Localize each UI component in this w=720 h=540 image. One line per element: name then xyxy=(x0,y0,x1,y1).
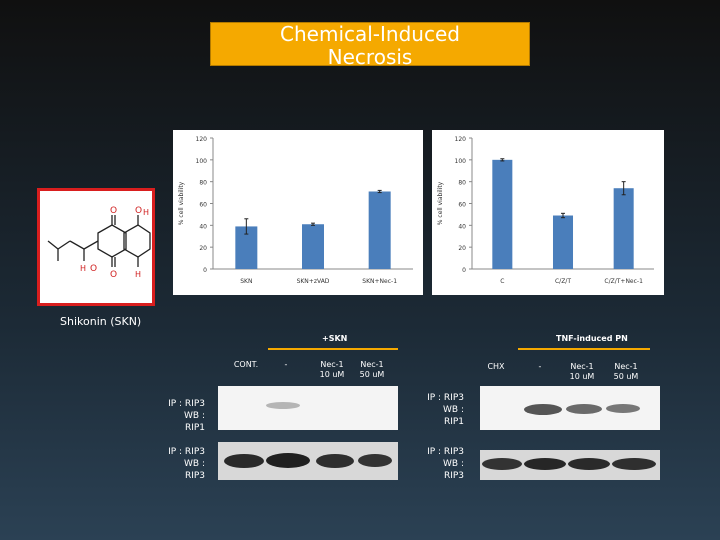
y-tick-label: 0 xyxy=(203,267,207,274)
blot-header-skn: +SKN xyxy=(322,334,348,343)
atom-label: H xyxy=(143,208,149,217)
bar xyxy=(552,215,574,269)
blot-row-label: IP : RIP3 WB : RIP1 xyxy=(427,393,464,427)
atom-label: O xyxy=(135,206,142,216)
chemical-structure-box: O H O H O O H xyxy=(37,188,155,306)
bar xyxy=(235,226,258,269)
blot-band xyxy=(524,404,562,415)
y-tick-label: 100 xyxy=(455,158,467,165)
y-tick-label: 20 xyxy=(199,245,207,252)
blot-column-label: - xyxy=(284,360,288,369)
blot-row-label: IP : RIP3 WB : RIP3 xyxy=(168,447,205,481)
atom-label: H xyxy=(135,270,141,279)
blot-column-label: Nec-1 50 uM xyxy=(359,360,385,379)
blot-image-rip1-tnf xyxy=(480,386,660,430)
viability-chart-skn-svg: 0 20 40 60 80 100 120 % cell viability SKN SKN+zV… xyxy=(178,136,413,285)
x-tick-label: SKN xyxy=(240,278,252,285)
y-axis-label: % cell viability xyxy=(437,181,444,225)
x-tick-label: C/Z/T+Nec-1 xyxy=(604,278,643,285)
blot-image-rip3-skn xyxy=(218,442,398,480)
blot-band xyxy=(566,404,602,414)
blot-band xyxy=(266,402,300,409)
blot-column-label: Nec-1 50 uM xyxy=(613,362,639,381)
atom-label: O xyxy=(110,270,117,280)
viability-chart-czt: 0 20 40 60 80 100 120 % cell viability C C/Z/T C/Z… xyxy=(432,130,664,295)
bar xyxy=(302,224,324,269)
y-tick-label: 120 xyxy=(455,136,467,143)
y-tick-label: 120 xyxy=(196,136,208,143)
blot-column-label: Nec-1 10 uM xyxy=(569,362,595,381)
blot-band xyxy=(524,458,566,470)
blot-band xyxy=(316,454,354,468)
title-box: Chemical-Induced Necrosis xyxy=(210,22,530,69)
blot-band xyxy=(482,458,522,470)
y-tick-label: 0 xyxy=(462,267,466,274)
blot-band xyxy=(224,454,264,468)
atom-label: O xyxy=(110,206,117,216)
x-tick-label: SKN+zVAD xyxy=(297,278,330,285)
y-tick-label: 80 xyxy=(458,180,466,187)
viability-chart-czt-svg: 0 20 40 60 80 100 120 % cell viability C C/Z/T C/Z… xyxy=(437,136,654,285)
y-tick-label: 60 xyxy=(199,202,207,209)
y-tick-label: 60 xyxy=(458,202,466,209)
blot-row-label: IP : RIP3 WB : RIP1 xyxy=(168,399,205,433)
bar xyxy=(368,191,391,269)
shikonin-structure-image: O H O H O O H xyxy=(47,206,151,280)
y-axis-label: % cell viability xyxy=(178,181,185,225)
blot-band xyxy=(568,458,610,470)
x-tick-label: C xyxy=(500,278,504,285)
blot-band xyxy=(358,454,392,467)
blot-row-label: IP : RIP3 WB : RIP3 xyxy=(427,447,464,481)
title-line-1: Chemical-Induced xyxy=(280,22,460,46)
blot-band xyxy=(266,453,310,468)
blot-header-line xyxy=(518,348,650,350)
blot-column-label: - xyxy=(538,362,542,371)
viability-chart-skn: 0 20 40 60 80 100 120 % cell viability SKN SKN+zV… xyxy=(173,130,423,295)
atom-label: H xyxy=(80,264,86,273)
x-tick-label: C/Z/T xyxy=(555,278,571,285)
blot-header-tnf: TNF-induced PN xyxy=(556,334,628,343)
y-tick-label: 40 xyxy=(199,223,207,230)
y-tick-label: 20 xyxy=(458,245,466,252)
bar xyxy=(613,188,634,269)
x-tick-label: SKN+Nec-1 xyxy=(362,278,397,285)
blot-column-label: Nec-1 10 uM xyxy=(319,360,345,379)
atom-label: O xyxy=(90,264,97,274)
blot-column-label: CHX xyxy=(487,362,505,371)
blot-band xyxy=(612,458,656,470)
blot-image-rip1-skn xyxy=(218,386,398,430)
y-tick-label: 100 xyxy=(196,158,208,165)
y-tick-label: 40 xyxy=(458,223,466,230)
blot-header-line xyxy=(268,348,398,350)
y-tick-label: 80 xyxy=(199,180,207,187)
bar xyxy=(492,159,513,269)
title-line-2: Necrosis xyxy=(327,45,413,69)
blot-image-rip3-tnf xyxy=(480,450,660,480)
blot-column-label: CONT. xyxy=(233,360,259,369)
structure-caption: Shikonin (SKN) xyxy=(60,315,142,328)
blot-band xyxy=(606,404,640,413)
